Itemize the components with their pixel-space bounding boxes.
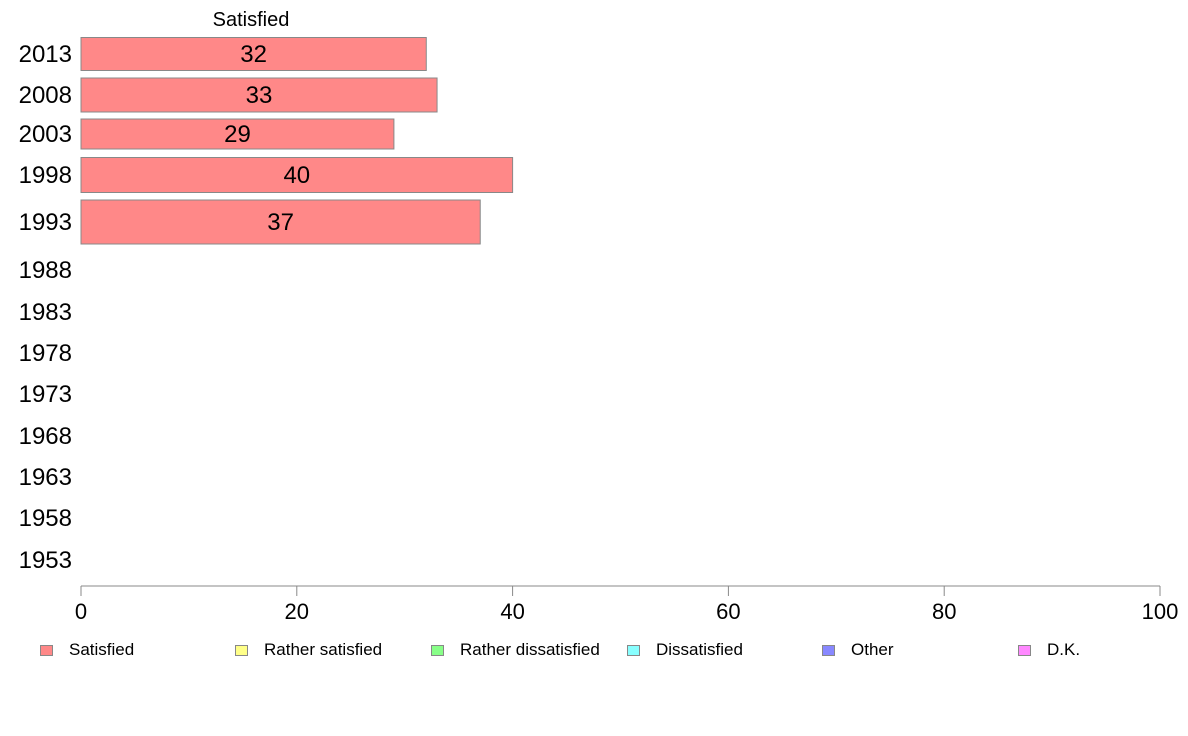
y-tick-label: 1988 [19, 257, 72, 284]
legend-item-dissatisfied: Dissatisfied [627, 638, 743, 662]
y-tick-label: 1983 [19, 299, 72, 326]
legend-label: Rather satisfied [264, 640, 383, 659]
bar-satisfied-1993 [80, 199, 481, 245]
legend-swatch [627, 644, 640, 656]
legend-item-other: Other [822, 638, 894, 662]
bar-satisfied-1998 [80, 157, 514, 193]
x-tick-label: 40 [500, 599, 524, 624]
legend-label: Other [851, 640, 894, 659]
bar-satisfied-2013 [80, 37, 427, 71]
bar-satisfied-2008 [80, 77, 438, 113]
legend-label: Dissatisfied [656, 640, 743, 659]
bar-satisfied-2003 [80, 118, 395, 150]
legend-swatch [40, 644, 53, 656]
data-label: 40 [283, 162, 310, 189]
data-label: 32 [240, 41, 267, 68]
legend-swatch [1018, 644, 1031, 656]
data-label: 37 [267, 209, 294, 236]
x-tick-label: 80 [932, 599, 956, 624]
data-label: 33 [246, 82, 273, 109]
x-tick-label: 20 [285, 599, 309, 624]
legend-item-d-k-: D.K. [1018, 638, 1080, 662]
y-tick-label: 1953 [19, 547, 72, 574]
x-tick-label: 100 [1142, 599, 1179, 624]
y-tick-label: 2003 [19, 121, 72, 148]
y-tick-label: 2008 [19, 82, 72, 109]
y-tick-label: 1978 [19, 340, 72, 367]
column-header: Satisfied [213, 9, 290, 31]
legend-label: D.K. [1047, 640, 1081, 659]
y-tick-label: 1993 [19, 209, 72, 236]
legend: Satisfied Rather satisfied Rather dissatis… [0, 638, 1188, 664]
legend-item-satisfied: Satisfied [40, 638, 134, 662]
x-tick-label: 0 [75, 599, 87, 624]
legend-swatch [822, 644, 835, 656]
y-tick-label: 1973 [19, 381, 72, 408]
y-tick-label: 1998 [19, 162, 72, 189]
legend-item-rather-dissatisfied: Rather dissatisfied [431, 638, 600, 662]
bar-chart: Satisfied 2013 2008 2003 1998 1993 1988 1983 19… [19, 9, 1179, 624]
legend-item-rather-satisfied: Rather satisfied [235, 638, 382, 662]
legend-swatch [235, 644, 248, 656]
x-tick-label: 60 [716, 599, 740, 624]
legend-label: Satisfied [69, 640, 135, 659]
y-tick-label: 1963 [19, 464, 72, 491]
y-tick-label: 1968 [19, 423, 72, 450]
legend-label: Rather dissatisfied [460, 640, 600, 659]
y-tick-label: 1958 [19, 505, 72, 532]
data-label: 29 [224, 121, 251, 148]
y-tick-label: 2013 [19, 41, 72, 68]
legend-swatch [431, 644, 444, 656]
